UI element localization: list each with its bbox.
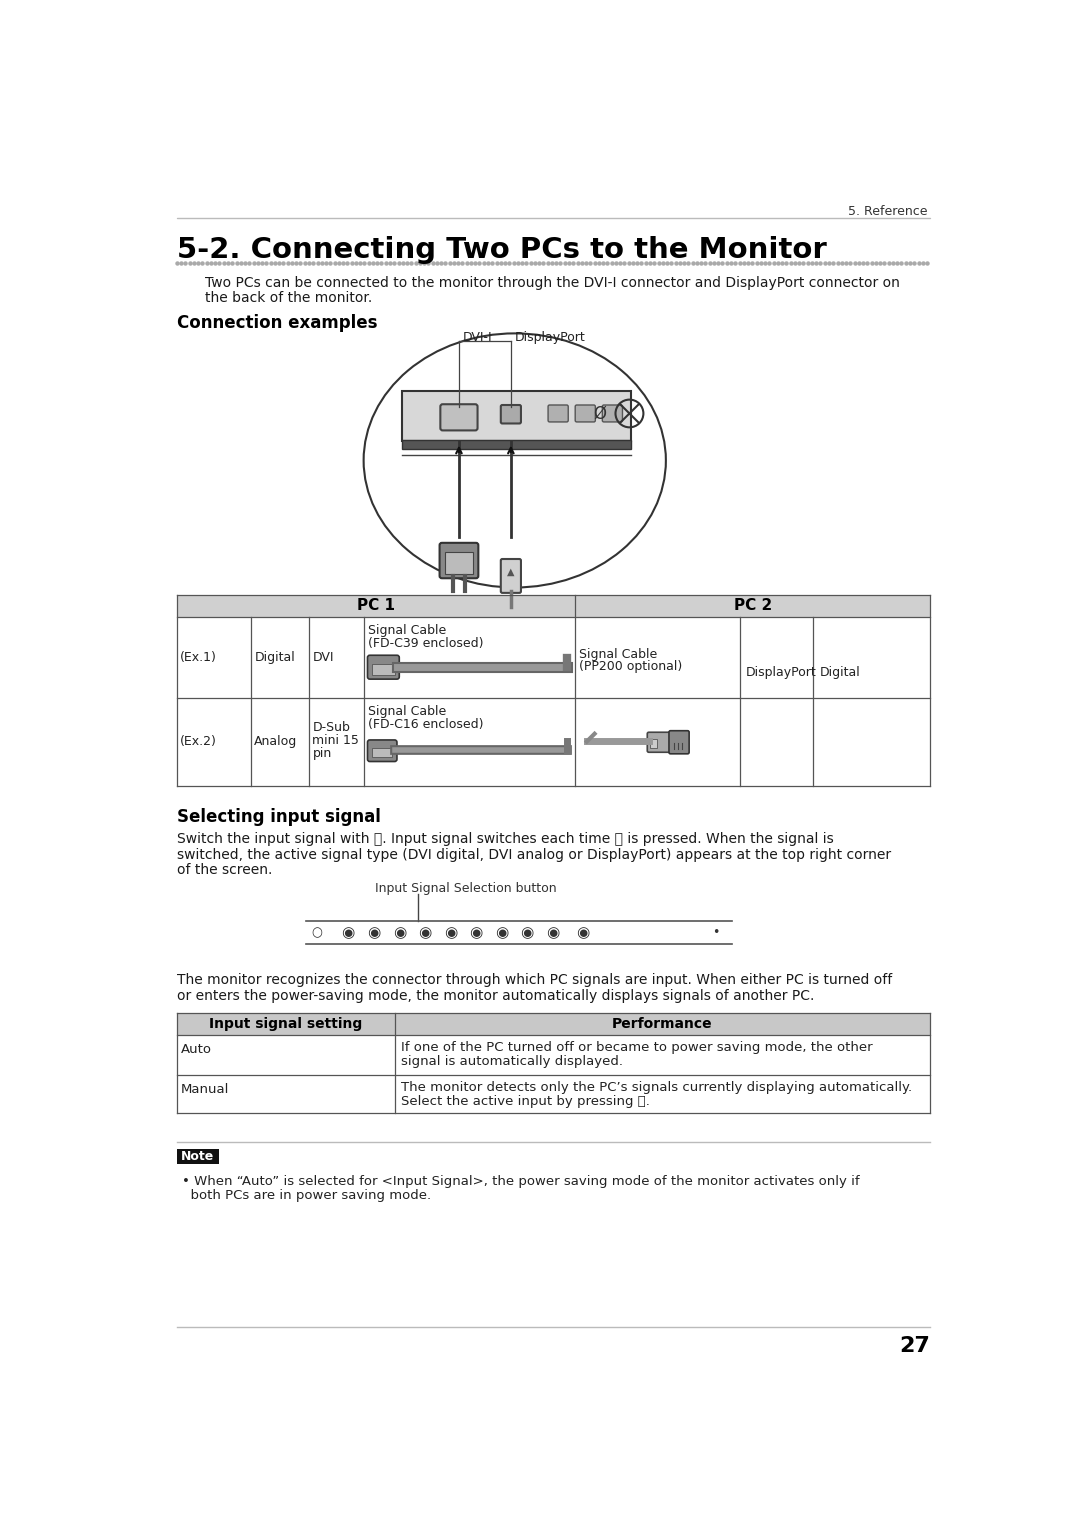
- Text: Two PCs can be connected to the monitor through the DVI-I connector and DisplayP: Two PCs can be connected to the monitor …: [205, 276, 900, 290]
- FancyBboxPatch shape: [440, 542, 478, 579]
- Text: Analog: Analog: [255, 736, 298, 748]
- Text: ◉: ◉: [495, 925, 509, 941]
- Text: or enters the power-saving mode, the monitor automatically displays signals of a: or enters the power-saving mode, the mon…: [177, 988, 814, 1003]
- Text: DisplayPort: DisplayPort: [515, 331, 585, 344]
- Text: If one of the PC turned off or became to power saving mode, the other: If one of the PC turned off or became to…: [401, 1041, 873, 1054]
- Text: signal is automatically displayed.: signal is automatically displayed.: [401, 1055, 623, 1067]
- FancyBboxPatch shape: [576, 405, 595, 421]
- Text: •: •: [713, 925, 720, 939]
- Bar: [373, 748, 392, 757]
- Bar: [650, 739, 657, 748]
- Text: Digital: Digital: [255, 651, 295, 664]
- Text: ◉: ◉: [341, 925, 354, 941]
- Text: (FD-C16 enclosed): (FD-C16 enclosed): [367, 718, 483, 730]
- Text: ▲: ▲: [508, 567, 515, 577]
- Text: ◉: ◉: [546, 925, 559, 941]
- Bar: [177, 596, 930, 617]
- Text: ◉: ◉: [444, 925, 457, 941]
- Text: (FD-C39 enclosed): (FD-C39 enclosed): [367, 637, 483, 651]
- Text: • When “Auto” is selected for <Input Signal>, the power saving mode of the monit: • When “Auto” is selected for <Input Sig…: [181, 1174, 859, 1188]
- Text: ◉: ◉: [393, 925, 406, 941]
- Text: ◉: ◉: [521, 925, 534, 941]
- Text: Signal Cable: Signal Cable: [367, 625, 446, 637]
- Text: mini 15: mini 15: [312, 734, 360, 747]
- Bar: [445, 553, 473, 574]
- Text: Selecting input signal: Selecting input signal: [177, 808, 381, 826]
- Text: Switch the input signal with ⓞ. Input signal switches each time ⓞ is pressed. Wh: Switch the input signal with ⓞ. Input si…: [177, 832, 834, 846]
- Text: pin: pin: [312, 747, 332, 760]
- Text: 5. Reference: 5. Reference: [848, 205, 927, 218]
- Text: ◉: ◉: [470, 925, 483, 941]
- FancyBboxPatch shape: [367, 655, 400, 680]
- FancyBboxPatch shape: [603, 405, 622, 421]
- FancyBboxPatch shape: [647, 733, 672, 753]
- Text: 5-2. Connecting Two PCs to the Monitor: 5-2. Connecting Two PCs to the Monitor: [177, 235, 826, 264]
- Text: Ø: Ø: [594, 405, 607, 423]
- Text: Select the active input by pressing ⓞ.: Select the active input by pressing ⓞ.: [401, 1095, 650, 1109]
- Text: Signal Cable: Signal Cable: [579, 647, 658, 661]
- Text: (PP200 optional): (PP200 optional): [579, 660, 683, 673]
- Text: Signal Cable: Signal Cable: [367, 705, 446, 718]
- Bar: [403, 440, 631, 449]
- Text: D-Sub: D-Sub: [312, 721, 350, 733]
- Text: ◉: ◉: [418, 925, 432, 941]
- Text: DVI-I: DVI-I: [463, 331, 492, 344]
- Text: (Ex.1): (Ex.1): [180, 651, 217, 664]
- FancyBboxPatch shape: [501, 405, 521, 423]
- Text: DisplayPort: DisplayPort: [745, 666, 816, 680]
- Text: DVI: DVI: [312, 651, 334, 664]
- Text: The monitor recognizes the connector through which PC signals are input. When ei: The monitor recognizes the connector thr…: [177, 973, 892, 988]
- Text: both PCs are in power saving mode.: both PCs are in power saving mode.: [181, 1190, 431, 1202]
- Text: (Ex.2): (Ex.2): [180, 736, 217, 748]
- Text: ○: ○: [312, 925, 323, 939]
- Text: Performance: Performance: [612, 1017, 713, 1031]
- Bar: [177, 1014, 930, 1035]
- FancyBboxPatch shape: [441, 405, 477, 431]
- Text: switched, the active signal type (DVI digital, DVI analog or DisplayPort) appear: switched, the active signal type (DVI di…: [177, 847, 891, 861]
- FancyBboxPatch shape: [177, 1148, 219, 1164]
- Text: Manual: Manual: [180, 1083, 229, 1095]
- Text: PC 1: PC 1: [357, 599, 395, 614]
- FancyBboxPatch shape: [669, 731, 689, 754]
- FancyBboxPatch shape: [501, 559, 521, 592]
- Text: The monitor detects only the PC’s signals currently displaying automatically.: The monitor detects only the PC’s signal…: [401, 1081, 912, 1093]
- Bar: [373, 664, 394, 675]
- Text: Digital: Digital: [820, 666, 860, 680]
- Bar: [403, 391, 631, 441]
- FancyBboxPatch shape: [367, 741, 397, 762]
- Text: Connection examples: Connection examples: [177, 315, 377, 333]
- Text: of the screen.: of the screen.: [177, 863, 272, 876]
- FancyBboxPatch shape: [548, 405, 568, 421]
- Text: ◉: ◉: [577, 925, 590, 941]
- Text: the back of the monitor.: the back of the monitor.: [205, 292, 372, 305]
- Text: 27: 27: [900, 1336, 930, 1356]
- Text: PC 2: PC 2: [733, 599, 772, 614]
- Text: Input signal setting: Input signal setting: [210, 1017, 363, 1031]
- Text: Note: Note: [181, 1150, 215, 1164]
- Text: Input Signal Selection button: Input Signal Selection button: [375, 883, 557, 895]
- Text: Auto: Auto: [180, 1043, 212, 1055]
- Text: ◉: ◉: [367, 925, 380, 941]
